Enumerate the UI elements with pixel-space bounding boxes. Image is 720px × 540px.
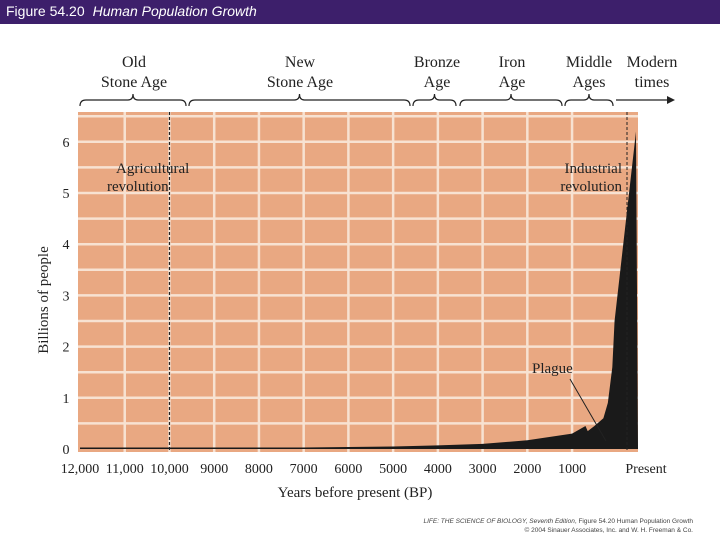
era-bracket <box>459 93 563 107</box>
x-tick-label: 1000 <box>558 462 586 477</box>
y-tick-label: 6 <box>63 136 70 151</box>
era-label-line-2: Stone Age <box>267 74 333 91</box>
y-tick-label: 5 <box>63 187 70 202</box>
x-axis-label: Years before present (BP) <box>278 485 433 501</box>
era-label-line-2: times <box>635 74 670 91</box>
era-bracket <box>188 93 411 107</box>
x-tick-label: 4000 <box>424 462 452 477</box>
y-axis-ticks: 0 1 2 3 4 5 6 <box>63 136 70 458</box>
x-tick-label: 8000 <box>245 462 273 477</box>
x-tick-label: 5000 <box>379 462 407 477</box>
era-bracket <box>79 93 187 107</box>
era-label-line-1: Old <box>122 54 146 71</box>
industrial-revolution-label-2: revolution <box>560 179 622 195</box>
x-tick-label: 7000 <box>290 462 318 477</box>
plague-pointer <box>569 378 607 442</box>
era-label-line-1: Iron <box>499 54 526 71</box>
y-tick-label: 4 <box>63 238 70 253</box>
credit-line-1: LIFE: THE SCIENCE OF BIOLOGY, Seventh Ed… <box>388 517 693 526</box>
x-tick-label: 10,000 <box>150 462 189 477</box>
arrow-head-icon <box>667 96 675 104</box>
x-tick-label: 3000 <box>469 462 497 477</box>
era-label-line-2: Stone Age <box>101 74 167 91</box>
y-tick-label: 2 <box>63 341 70 356</box>
grid <box>78 112 638 452</box>
x-tick-label: 11,000 <box>106 462 144 477</box>
era-label-line-2: Age <box>499 74 526 91</box>
y-tick-label: 3 <box>63 289 70 304</box>
era-label-line-2: Age <box>424 74 451 91</box>
agricultural-revolution-label-2: revolution <box>107 179 169 195</box>
era-label-line-2: Ages <box>573 74 606 91</box>
copyright-credit: LIFE: THE SCIENCE OF BIOLOGY, Seventh Ed… <box>388 517 693 535</box>
era-label-line-1: Middle <box>566 54 612 71</box>
x-tick-label: 9000 <box>200 462 228 477</box>
plague-label: Plague <box>532 361 573 377</box>
plot-area <box>78 112 638 452</box>
era-label-line-1: Bronze <box>414 54 460 71</box>
agricultural-revolution-label-1: Agricultural <box>116 161 189 177</box>
era-label-line-1: New <box>285 54 316 71</box>
x-axis-ticks: 12,000 11,000 10,000 9000 8000 7000 6000 5000 40… <box>61 462 667 477</box>
era-bracket <box>564 93 614 107</box>
figure-title: Figure 54.20 Human Population Growth <box>6 3 257 19</box>
era-bracket <box>412 93 457 107</box>
credit-line-2: © 2004 Sinauer Associates, Inc. and W. H… <box>524 527 693 534</box>
era-brackets <box>79 93 675 107</box>
x-tick-label: Present <box>625 462 666 477</box>
figure-title-bar: Figure 54.20 Human Population Growth <box>0 0 720 24</box>
y-tick-label: 0 <box>63 443 70 458</box>
x-tick-label: 12,000 <box>61 462 100 477</box>
figure-subtitle: Human Population Growth <box>92 3 257 19</box>
era-labels: Old Stone Age New Stone Age Bronze Age Iron Age… <box>101 54 677 91</box>
figure-number: Figure 54.20 <box>6 3 85 19</box>
x-tick-label: 2000 <box>513 462 541 477</box>
y-axis-label: Billions of people <box>36 246 52 354</box>
credit-figure-ref: , Figure 54.20 Human Population Growth <box>574 518 693 525</box>
industrial-revolution-label-1: Industrial <box>565 161 623 177</box>
y-tick-label: 1 <box>63 392 70 407</box>
era-label-line-1: Modern <box>627 54 678 71</box>
credit-book-title: LIFE: THE SCIENCE OF BIOLOGY, Seventh Ed… <box>423 518 575 525</box>
x-tick-label: 6000 <box>334 462 362 477</box>
